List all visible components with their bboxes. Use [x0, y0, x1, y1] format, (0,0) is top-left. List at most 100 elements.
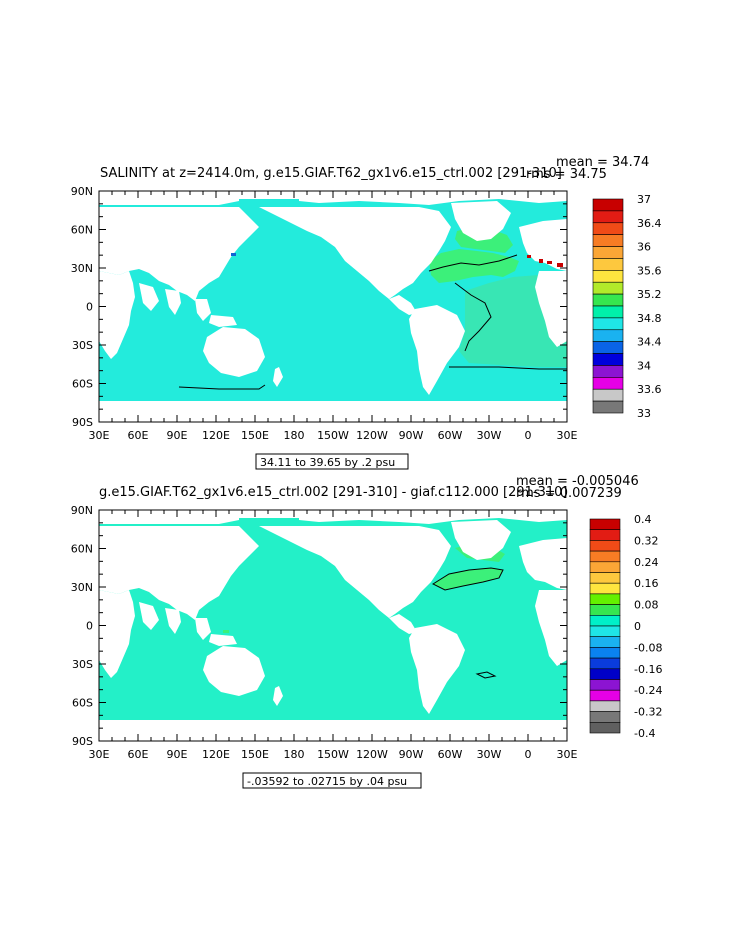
x-tick-label: 30E — [557, 748, 578, 761]
y-tick-label: 60N — [71, 224, 93, 237]
colorbar-label: -0.08 — [634, 641, 662, 654]
map-plot: 90N 60N 30N 0 30S 60S 90S 30E 60E 90E 120E 150E 180… — [71, 185, 578, 442]
colorbar-swatch — [592, 353, 624, 366]
x-tick-label: 60E — [128, 429, 149, 442]
x-tick-label: 180 — [284, 429, 305, 442]
y-tick-label: 30S — [72, 339, 93, 352]
small-anomaly-spot — [223, 630, 229, 633]
colorbar: 0.4 0.32 0.24 0.16 0.08 0 -0.08 -0.16 -0.24 -0.32… — [589, 513, 662, 740]
y-tick-label: 60N — [71, 543, 93, 556]
x-tick-label: 120W — [356, 429, 388, 442]
x-tick-label: 30W — [477, 429, 502, 442]
y-tick-label: 30N — [71, 581, 93, 594]
colorbar-swatch — [592, 258, 624, 271]
x-tick-label: 30W — [477, 748, 502, 761]
y-axis: 90N 60N 30N 0 30S 60S 90S — [71, 185, 567, 429]
x-axis: 30E 60E 90E 120E 150E 180 150W 120W 90W 60W 30W 0 30… — [89, 510, 578, 761]
colorbar-label: -0.32 — [634, 706, 662, 719]
colorbar-swatch — [589, 518, 621, 530]
colorbar-swatch — [589, 615, 621, 627]
x-tick-label: 120E — [202, 748, 230, 761]
colorbar-swatch — [589, 550, 621, 563]
colorbar-label: 33 — [637, 407, 651, 420]
colorbar-swatch — [592, 329, 624, 342]
colorbar-swatch — [592, 210, 624, 224]
colorbar-swatch — [589, 711, 621, 723]
colorbar-swatch — [589, 561, 621, 573]
contour-line — [431, 567, 504, 679]
colorbar-label: 0.24 — [634, 556, 659, 569]
colorbar-label: 34.4 — [637, 336, 662, 349]
y-tick-label: 90S — [72, 416, 93, 429]
colorbar-swatch — [592, 293, 624, 307]
y-tick-label: 60S — [72, 697, 93, 710]
panel-title: g.e15.GIAF.T62_gx1v6.e15_ctrl.002 [291-3… — [99, 485, 568, 500]
panel-title: SALINITY at z=2414.0m, g.e15.GIAF.T62_gx… — [100, 166, 562, 181]
y-tick-label: 90S — [72, 735, 93, 748]
x-tick-label: 150E — [241, 748, 269, 761]
colorbar: 37 36.4 36 35.6 35.2 34.8 34.4 34 33.6 33 — [592, 193, 662, 420]
colorbar-swatch — [589, 582, 621, 595]
colorbar-label: -0.4 — [634, 727, 655, 740]
y-tick-label: 0 — [86, 620, 93, 633]
contour-info-box — [255, 453, 409, 470]
x-tick-label: 120E — [202, 429, 230, 442]
colorbar-swatch — [589, 604, 621, 616]
x-tick-label: 150E — [241, 429, 269, 442]
x-axis: 30E 60E 90E 120E 150E 180 150W 120W 90W 60W 30W 0 30… — [89, 191, 578, 442]
colorbar-swatch — [589, 679, 621, 691]
contour-info: -.03592 to .02715 by .04 psu — [247, 775, 407, 788]
colorbar-label: 0.08 — [634, 599, 659, 612]
y-tick-label: 30N — [71, 262, 93, 275]
colorbar-label: 33.6 — [637, 383, 662, 396]
colorbar-swatch — [589, 593, 621, 605]
colorbar-swatch — [592, 198, 624, 212]
colorbar-swatch — [592, 305, 624, 319]
colorbar-label: 35.6 — [637, 264, 662, 277]
y-tick-label: 90N — [71, 504, 93, 517]
colorbar-label: 0.32 — [634, 534, 659, 547]
colorbar-swatch — [592, 377, 624, 390]
colorbar-swatch — [589, 572, 621, 584]
x-tick-label: 180 — [284, 748, 305, 761]
colorbar-label: 35.2 — [637, 288, 662, 301]
mean-stat: mean = 34.74 — [556, 155, 649, 170]
panel-difference: g.e15.GIAF.T62_gx1v6.e15_ctrl.002 [291-3… — [71, 474, 662, 789]
colorbar-label: 36 — [637, 241, 651, 254]
x-tick-label: 90E — [167, 748, 188, 761]
colorbar-swatch — [592, 281, 624, 295]
colorbar-swatch — [589, 689, 621, 702]
colorbar-label: 34 — [637, 359, 651, 372]
colorbar-label: 36.4 — [637, 217, 662, 230]
rms-stat: rms = 34.75 — [526, 167, 607, 182]
colorbar-swatch — [592, 400, 624, 414]
x-tick-label: 30E — [89, 748, 110, 761]
y-tick-label: 30S — [72, 658, 93, 671]
x-tick-label: 60W — [438, 748, 463, 761]
colorbar-label: -0.16 — [634, 663, 662, 676]
colorbar-swatch — [589, 625, 621, 637]
colorbar-swatch — [592, 234, 624, 247]
rms-stat: rms = 0.007239 — [516, 486, 622, 501]
x-tick-label: 30E — [557, 429, 578, 442]
colorbar-swatch — [592, 246, 624, 259]
x-tick-label: 150W — [317, 748, 349, 761]
north-atlantic-region — [433, 568, 503, 590]
x-tick-label: 30E — [89, 429, 110, 442]
mean-stat: mean = -0.005046 — [516, 474, 639, 489]
contour-info: 34.11 to 39.65 by .2 psu — [260, 456, 395, 469]
x-tick-label: 90W — [399, 429, 424, 442]
colorbar-swatch — [592, 388, 624, 402]
x-tick-label: 120W — [356, 748, 388, 761]
colorbar-swatch — [592, 270, 624, 283]
colorbar-swatch — [592, 317, 624, 331]
colorbar-label: 37 — [637, 193, 651, 206]
colorbar-swatch — [589, 722, 621, 734]
x-tick-label: 90E — [167, 429, 188, 442]
colorbar-swatch — [592, 341, 624, 354]
y-axis: 90N 60N 30N 0 30S 60S 90S — [71, 504, 567, 748]
x-tick-label: 90W — [399, 748, 424, 761]
x-tick-label: 60W — [438, 429, 463, 442]
contour-info-box — [242, 772, 422, 789]
x-tick-label: 0 — [525, 429, 532, 442]
